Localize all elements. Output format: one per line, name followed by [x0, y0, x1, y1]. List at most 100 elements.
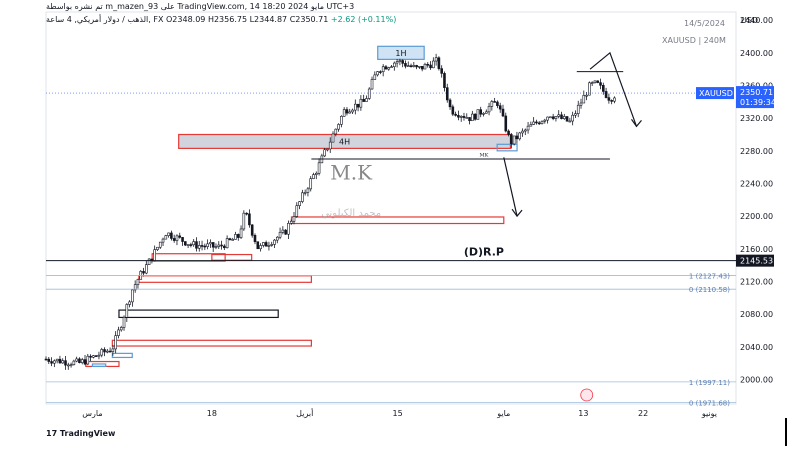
candle-body: [437, 57, 441, 69]
candle-body: [576, 104, 580, 114]
plot-frame: [45, 11, 737, 405]
candle-body: [275, 236, 279, 241]
candle-body: [83, 359, 87, 365]
candle-body: [429, 64, 432, 69]
candle-body: [309, 178, 313, 190]
chart-lines: 1 (2127.43) 0 (2110.58) 1 (1997.11) 0 (1971…: [46, 51, 736, 408]
candle-body: [390, 66, 393, 68]
candle-body: [92, 355, 95, 358]
candle-body: [473, 113, 477, 120]
candle-body: [58, 358, 62, 364]
symbol-tag-text: XAUUSD: [699, 89, 733, 98]
candle-body: [189, 244, 193, 246]
tradingview-logo-icon: 𝟭𝟳: [46, 429, 60, 438]
ohlc-change: +2.62 (+0.11%): [330, 15, 397, 24]
last-price-text: 2350.71: [740, 88, 773, 97]
candle-body: [462, 116, 466, 118]
candle-body: [406, 65, 410, 67]
candle-body: [61, 360, 65, 364]
candle-body: [78, 358, 81, 363]
candle-body: [326, 148, 329, 151]
candle-body: [298, 201, 301, 206]
candle-body: [404, 63, 407, 67]
candle-body: [412, 65, 416, 67]
candle-body: [214, 246, 218, 248]
candle-body: [301, 192, 304, 202]
chart-grid: [45, 11, 737, 405]
candle-body: [153, 249, 156, 262]
x-tick-label: مارس: [82, 409, 102, 418]
candle-body: [398, 60, 402, 62]
candle-body: [557, 114, 561, 117]
x-tick-label: 22: [638, 409, 648, 418]
candle-body: [381, 66, 385, 72]
y-tick-label: 2240.00: [740, 180, 773, 189]
candle-body: [395, 61, 399, 64]
projection-arrow: [589, 51, 638, 127]
candle-body: [348, 111, 352, 114]
ohlc-close: C2350.71: [289, 15, 329, 24]
candle-body: [156, 246, 159, 250]
candle-body: [560, 114, 563, 120]
ohlc-symbol[interactable]: الذهب / دولار أمريكي, 4 ساعة, FX: [46, 15, 164, 24]
candle-body: [80, 359, 84, 363]
level-price-text: 2145.53: [740, 257, 773, 266]
candle-body: [164, 235, 168, 240]
candle-body: [128, 301, 131, 305]
candle-body: [50, 361, 53, 364]
zone-box: [111, 339, 312, 347]
candle-body: [454, 113, 457, 116]
candle-body: [273, 239, 276, 245]
candle-body: [521, 130, 524, 134]
candle-body: [306, 188, 310, 193]
candle-body: [351, 109, 354, 113]
candle-body: [596, 80, 600, 83]
candle-body: [239, 228, 243, 238]
candle-body: [493, 101, 496, 103]
candle-body: [365, 98, 368, 102]
candle-body: [457, 115, 460, 118]
candle-body: [496, 101, 499, 106]
candle-body: [565, 116, 569, 122]
fib-label: 1 (1997.11): [689, 379, 730, 387]
candle-body: [312, 174, 315, 179]
y-tick-label: 2000.00: [740, 376, 773, 385]
chart-date-label: 14/5/2024: [684, 19, 726, 28]
candle-body: [136, 279, 140, 285]
candle-body: [267, 245, 271, 247]
candle-body: [588, 82, 591, 96]
candle-body: [262, 242, 265, 246]
candle-body: [303, 191, 307, 194]
ohlc-high: H2356.75: [207, 15, 248, 24]
zone-box: [111, 352, 133, 359]
candle-body: [359, 98, 363, 108]
candle-body: [64, 360, 67, 366]
candle-body: [295, 205, 299, 217]
candle-body: [471, 113, 474, 122]
arrow-head: [630, 118, 642, 128]
candle-body: [203, 245, 207, 248]
currency-label[interactable]: USD: [741, 16, 759, 25]
candle-body: [172, 238, 176, 241]
candle-body: [175, 235, 179, 241]
candle-body: [604, 91, 608, 98]
candle-body: [582, 95, 586, 104]
candle-body: [236, 234, 240, 238]
x-tick-label: 15: [393, 409, 403, 418]
y-tick-label: 2400.00: [740, 49, 773, 58]
text-cursor: [785, 418, 787, 446]
candle-body: [66, 364, 70, 367]
candle-body: [354, 103, 357, 111]
candle-body: [192, 241, 195, 246]
candle-body: [579, 102, 583, 106]
tradingview-logo[interactable]: 𝟭𝟳 TradingView: [46, 429, 115, 438]
chart-annotation: محمد الكيلوني: [321, 208, 381, 219]
candle-body: [602, 85, 605, 92]
candle-body: [106, 350, 109, 353]
candle-body: [197, 245, 201, 249]
candle-body: [161, 238, 165, 243]
candle-body: [133, 284, 137, 291]
candle-body: [245, 212, 248, 215]
candle-body: [415, 65, 418, 68]
